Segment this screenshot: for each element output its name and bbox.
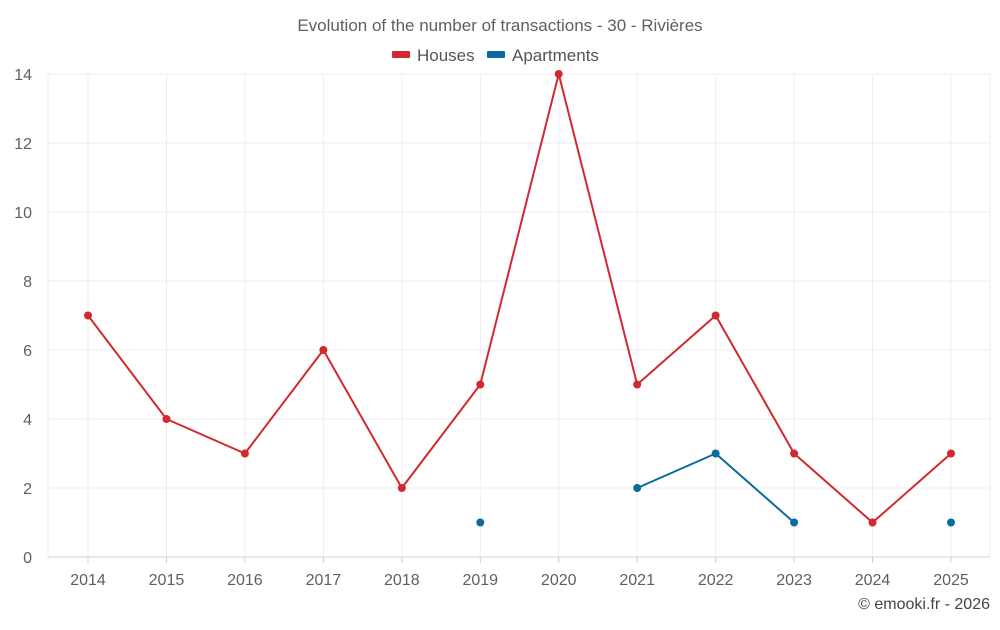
y-tick-label: 12 (14, 136, 32, 153)
x-tick-label: 2023 (776, 572, 812, 589)
series-line-houses (87, 73, 952, 524)
data-point-houses[interactable] (790, 449, 799, 458)
x-tick-label: 2015 (149, 572, 185, 589)
x-tick-label: 2019 (462, 572, 498, 589)
x-tick-label: 2018 (384, 572, 420, 589)
data-point-houses[interactable] (397, 484, 406, 492)
x-tick-label: 2016 (227, 572, 263, 589)
data-point-houses[interactable] (84, 311, 92, 320)
x-tick-label: 2021 (619, 572, 655, 589)
series-points (84, 70, 955, 527)
chart-title: Evolution of the number of transactions … (297, 16, 702, 35)
grid (47, 73, 991, 558)
data-point-houses[interactable] (868, 518, 877, 527)
legend-item-houses[interactable]: Houses (392, 46, 475, 65)
data-point-houses[interactable] (240, 449, 249, 458)
data-point-houses[interactable] (319, 346, 328, 354)
data-point-houses[interactable] (711, 311, 720, 320)
x-tick-label: 2022 (698, 572, 734, 589)
data-point-houses[interactable] (162, 415, 171, 423)
legend-item-apartments[interactable]: Apartments (487, 46, 599, 65)
y-tick-label: 8 (23, 274, 32, 291)
legend-label-apartments: Apartments (512, 46, 599, 65)
data-point-apartments[interactable] (790, 518, 799, 527)
legend-swatch-houses (392, 51, 410, 58)
x-tick-label: 2020 (541, 572, 577, 589)
x-tick-label: 2014 (70, 572, 106, 589)
y-tick-label: 4 (23, 412, 32, 429)
y-tick-label: 2 (23, 481, 32, 498)
data-point-apartments[interactable] (947, 518, 955, 527)
y-axis-ticks: 0 2 4 6 8 10 12 14 (14, 67, 32, 567)
data-point-houses[interactable] (554, 70, 563, 78)
data-point-apartments[interactable] (711, 449, 720, 458)
data-point-houses[interactable] (633, 380, 642, 389)
y-tick-label: 6 (23, 343, 32, 360)
data-point-houses[interactable] (476, 380, 485, 389)
data-point-houses[interactable] (947, 449, 955, 458)
y-tick-label: 14 (14, 67, 32, 84)
x-axis-ticks: 2014 2015 2016 2017 2018 2019 2020 2021 2022 2023… (70, 557, 969, 589)
legend-label-houses: Houses (417, 46, 475, 65)
legend: Houses Apartments (392, 46, 599, 65)
y-tick-label: 0 (23, 550, 32, 567)
data-point-apartments[interactable] (633, 484, 642, 492)
data-point-apartments[interactable] (476, 518, 485, 527)
x-tick-label: 2024 (855, 572, 891, 589)
x-tick-label: 2017 (306, 572, 342, 589)
series-lines (87, 73, 952, 524)
x-tick-label: 2025 (933, 572, 969, 589)
legend-swatch-apartments (487, 51, 505, 58)
credit-text: © emooki.fr - 2026 (858, 596, 990, 613)
y-tick-label: 10 (14, 205, 32, 222)
